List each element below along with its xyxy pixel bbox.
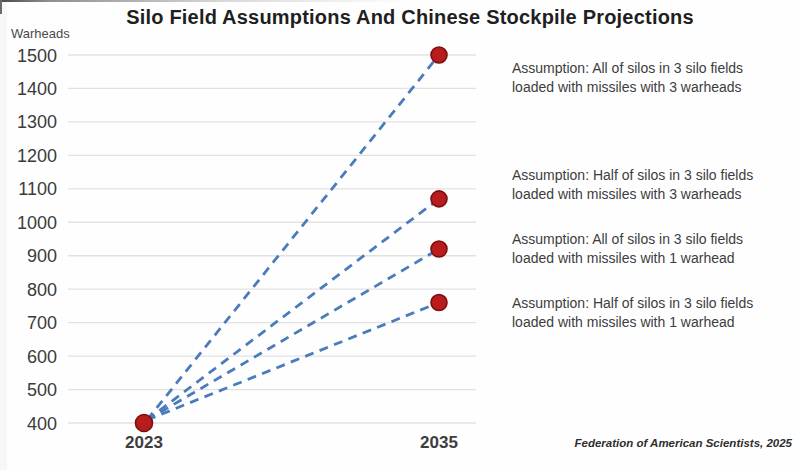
- y-tick-label: 1400: [17, 79, 57, 99]
- projection-line: [147, 303, 439, 420]
- y-tick-label: 1200: [17, 146, 57, 166]
- chart-canvas: Silo Field Assumptions And Chinese Stock…: [0, 0, 800, 470]
- y-tick-label: 1300: [17, 112, 57, 132]
- annotation-line: loaded with missiles with 1 warhead: [512, 250, 735, 266]
- y-tick-label: 400: [27, 414, 57, 434]
- annotation-half-fields-1-warhead: Assumption: Half of silos in 3 silo fiel…: [512, 294, 798, 332]
- plot-area: 400 500 600 700 800 900 1000 1100 1200 1300 1400 15…: [0, 0, 500, 470]
- data-point: [431, 295, 447, 311]
- data-point: [431, 47, 447, 63]
- data-point: [431, 191, 447, 207]
- y-tick-label: 500: [27, 380, 57, 400]
- y-tick-label: 1100: [18, 179, 57, 199]
- annotation-3-fields-3-warheads: Assumption: All of silos in 3 silo field…: [512, 59, 798, 97]
- y-tick-label: 600: [27, 347, 57, 367]
- annotation-line: Assumption: All of silos in 3 silo field…: [512, 231, 743, 247]
- y-tick-label: 1000: [17, 213, 57, 233]
- annotation-line: loaded with missiles with 3 warheads: [512, 79, 742, 95]
- annotation-line: Assumption: All of silos in 3 silo field…: [512, 60, 743, 76]
- y-tick-label: 900: [27, 246, 57, 266]
- y-tick-label: 700: [27, 313, 57, 333]
- y-tick-label: 1500: [17, 46, 57, 66]
- projection-line: [147, 199, 439, 420]
- projection-line: [147, 55, 439, 420]
- annotation-line: Assumption: Half of silos in 3 silo fiel…: [512, 167, 753, 183]
- source-credit: Federation of American Scientists, 2025: [560, 437, 792, 449]
- annotation-line: Assumption: Half of silos in 3 silo fiel…: [512, 295, 753, 311]
- annotation-3-fields-1-warhead: Assumption: All of silos in 3 silo field…: [512, 230, 798, 268]
- annotation-line: loaded with missiles with 3 warheads: [512, 186, 742, 202]
- projection-line: [147, 249, 439, 420]
- annotation-half-fields-3-warheads: Assumption: Half of silos in 3 silo fiel…: [512, 166, 798, 204]
- x-tick-label: 2035: [420, 433, 458, 452]
- annotation-line: loaded with missiles with 1 warhead: [512, 314, 735, 330]
- data-point: [431, 241, 447, 257]
- y-tick-label: 800: [27, 280, 57, 300]
- x-tick-label: 2023: [125, 433, 163, 452]
- data-point: [136, 415, 153, 432]
